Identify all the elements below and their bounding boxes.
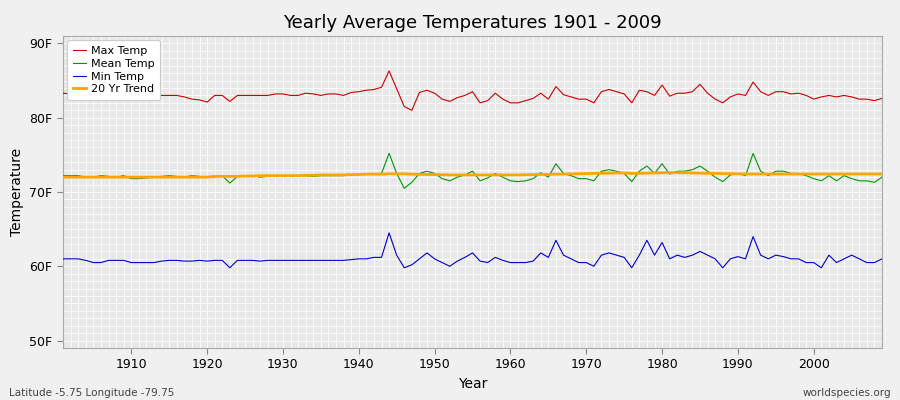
Mean Temp — [611, 169, 622, 174]
Max Temp — [58, 91, 68, 96]
Mean Temp — [399, 186, 410, 191]
Mean Temp — [513, 179, 524, 184]
Mean Temp — [383, 151, 394, 156]
20 Yr Trend — [118, 175, 129, 180]
20 Yr Trend — [596, 171, 607, 176]
Min Temp — [292, 258, 303, 263]
Max Temp — [407, 108, 418, 113]
Mean Temp — [58, 173, 68, 178]
20 Yr Trend — [498, 172, 508, 177]
20 Yr Trend — [58, 175, 68, 180]
20 Yr Trend — [505, 172, 516, 177]
Mean Temp — [285, 173, 296, 178]
Mean Temp — [118, 173, 129, 178]
20 Yr Trend — [664, 170, 675, 175]
20 Yr Trend — [285, 173, 296, 178]
Min Temp — [383, 230, 394, 235]
Max Temp — [877, 96, 887, 101]
Min Temp — [611, 253, 622, 258]
Min Temp — [877, 256, 887, 261]
Line: Min Temp: Min Temp — [63, 233, 882, 268]
Mean Temp — [520, 178, 531, 183]
Title: Yearly Average Temperatures 1901 - 2009: Yearly Average Temperatures 1901 - 2009 — [284, 14, 662, 32]
Min Temp — [224, 265, 235, 270]
Min Temp — [118, 258, 129, 263]
Max Temp — [520, 98, 531, 103]
Max Temp — [383, 68, 394, 73]
Legend: Max Temp, Mean Temp, Min Temp, 20 Yr Trend: Max Temp, Mean Temp, Min Temp, 20 Yr Tre… — [68, 40, 160, 100]
Y-axis label: Temperature: Temperature — [10, 148, 24, 236]
20 Yr Trend — [877, 172, 887, 176]
Mean Temp — [877, 175, 887, 180]
Max Temp — [285, 93, 296, 98]
Max Temp — [330, 92, 341, 96]
Line: Max Temp: Max Temp — [63, 71, 882, 110]
Text: worldspecies.org: worldspecies.org — [803, 388, 891, 398]
Min Temp — [58, 256, 68, 261]
Line: 20 Yr Trend: 20 Yr Trend — [63, 173, 882, 177]
Min Temp — [520, 260, 531, 265]
Max Temp — [118, 94, 129, 99]
Min Temp — [513, 260, 524, 265]
Text: Latitude -5.75 Longitude -79.75: Latitude -5.75 Longitude -79.75 — [9, 388, 175, 398]
Mean Temp — [330, 173, 341, 178]
Min Temp — [338, 258, 349, 263]
Max Temp — [611, 89, 622, 94]
Line: Mean Temp: Mean Temp — [63, 153, 882, 188]
Max Temp — [513, 100, 524, 105]
X-axis label: Year: Year — [458, 377, 487, 391]
20 Yr Trend — [330, 172, 341, 177]
